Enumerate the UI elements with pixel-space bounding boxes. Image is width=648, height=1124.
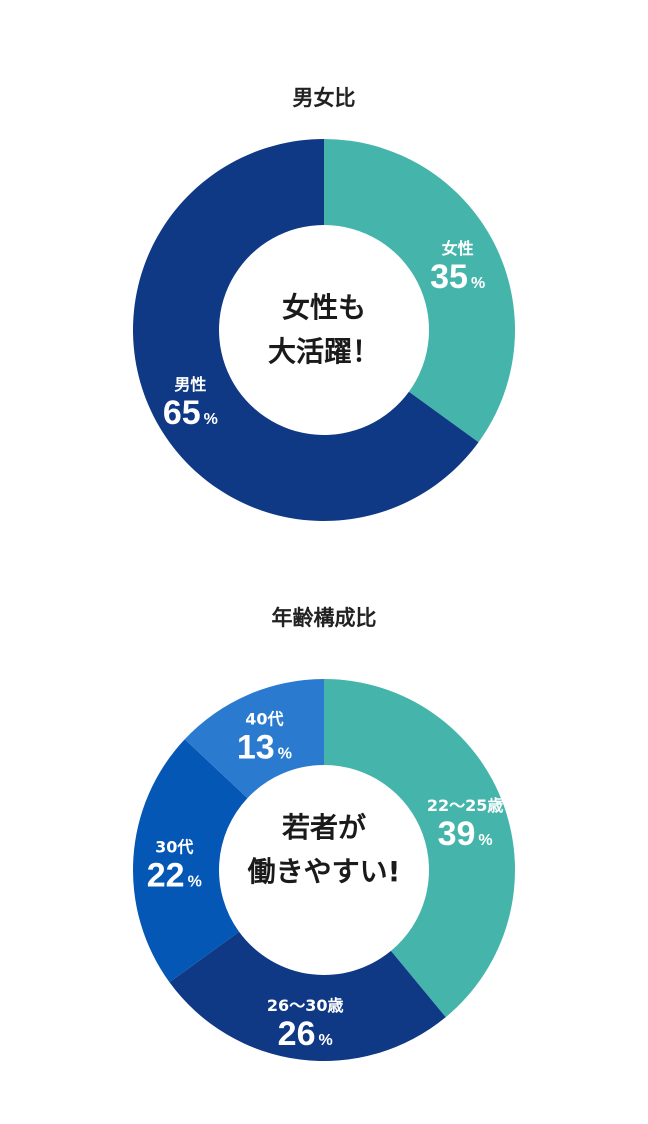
slice-category-label: 26～30歳 — [267, 996, 344, 1015]
donut-center-label-gender: 女性も 大活躍！ — [224, 286, 424, 374]
donut-slice — [133, 139, 479, 521]
slice-category-label: 女性 — [442, 239, 474, 258]
donut-slice — [324, 679, 515, 1018]
slice-category-label: 30代 — [155, 838, 193, 857]
slice-value-label: 26% — [278, 1015, 333, 1053]
slice-value-label: 22% — [147, 857, 202, 895]
slice-category-label: 40代 — [245, 709, 283, 728]
donut-slice — [133, 739, 248, 983]
donut-slice — [324, 139, 515, 443]
donut-slice — [169, 931, 446, 1061]
center-label-line: 働きやすい! — [247, 855, 401, 888]
slice-value-label: 39% — [438, 815, 493, 853]
center-label-line: 若者が — [281, 811, 366, 844]
donut-center-label-age: 若者が 働きやすい! — [224, 806, 424, 894]
slice-value-label: 35% — [430, 258, 485, 296]
slice-category-label: 22～25歳 — [427, 796, 504, 815]
donut-slice — [184, 679, 324, 799]
center-label-line: 女性も — [281, 291, 366, 324]
slice-category-label: 男性 — [174, 375, 206, 394]
slice-value-label: 13% — [237, 728, 292, 766]
center-label-line: 大活躍！ — [267, 335, 380, 368]
chart-title-age-composition: 年齢構成比 — [271, 606, 377, 630]
slice-value-label: 65% — [163, 394, 218, 432]
chart-title-gender-ratio: 男女比 — [292, 86, 356, 110]
